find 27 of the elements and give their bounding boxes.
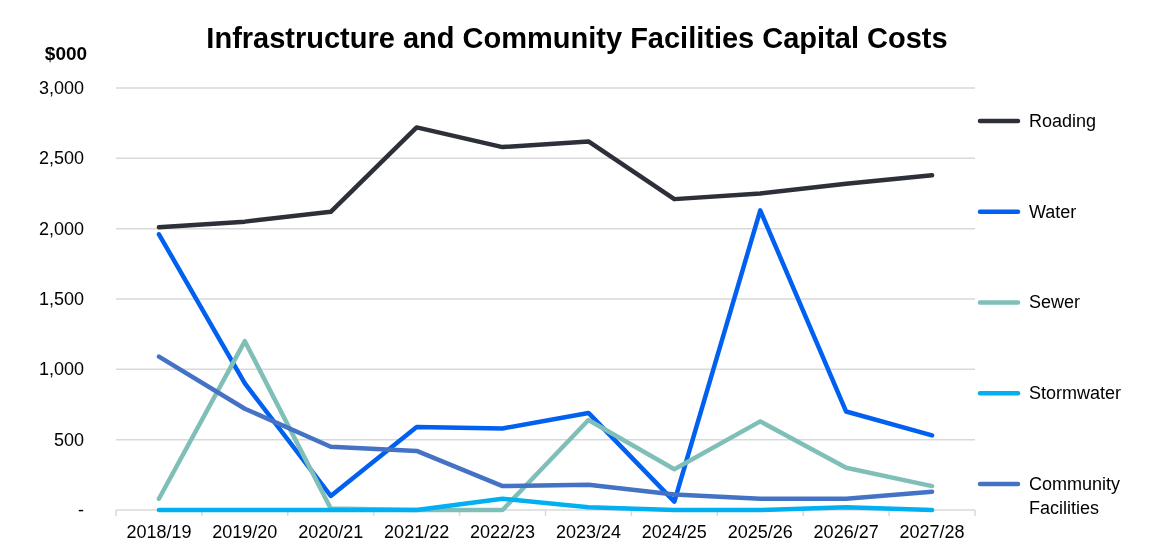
x-tick-label: 2022/23 — [470, 522, 536, 542]
y-axis-title: $000 — [44, 43, 88, 64]
x-tick-label: 2020/21 — [298, 522, 364, 542]
x-tick-label: 2018/19 — [126, 522, 192, 542]
legend-label: Roading — [1029, 111, 1097, 131]
x-tick-label: 2024/25 — [641, 522, 707, 542]
y-tick-label: 2,000 — [38, 218, 84, 239]
y-tick-label: 500 — [53, 429, 84, 450]
chart-title: Infrastructure and Community Facilities Capital Costs — [206, 22, 948, 54]
x-tick-label: 2026/27 — [813, 522, 879, 542]
x-tick-label: 2021/22 — [384, 522, 450, 542]
x-tick-label: 2023/24 — [555, 522, 621, 542]
y-tick-label: 1,500 — [38, 289, 84, 309]
x-tick-label: 2019/20 — [212, 522, 278, 542]
x-tick-label: 2025/26 — [727, 522, 793, 542]
legend-label: Community Facilities — [1029, 473, 1121, 518]
line-series — [156, 125, 935, 230]
y-tick-label: 3,000 — [38, 78, 84, 98]
y-tick-label: - — [78, 500, 84, 520]
y-tick-label: 1,000 — [38, 359, 84, 380]
line-series — [156, 354, 935, 501]
x-tick-label: 2027/28 — [899, 522, 965, 542]
legend-label: Stormwater — [1029, 383, 1122, 404]
line-series — [156, 208, 935, 504]
legend-label: Sewer — [1029, 292, 1081, 313]
legend-label: Water — [1029, 201, 1077, 222]
y-tick-label: 2,500 — [38, 148, 84, 169]
